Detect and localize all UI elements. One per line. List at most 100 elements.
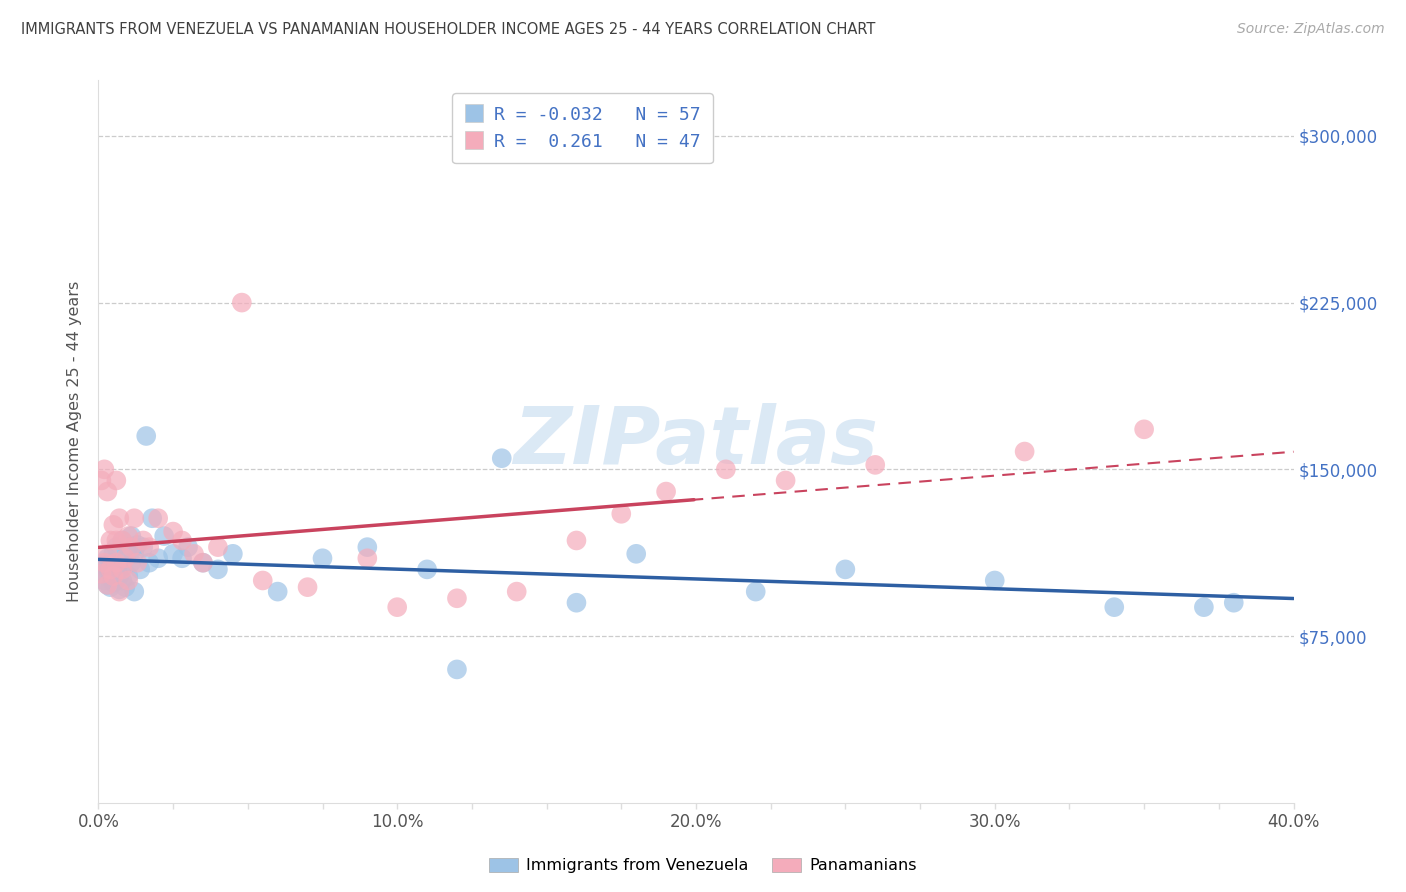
Point (120, 529, 142, 543)
Point (610, 507, 633, 521)
Point (111, 574, 134, 588)
Point (117, 540, 139, 554)
Point (96, 578, 118, 592)
Text: Source: ZipAtlas.com: Source: ZipAtlas.com (1237, 22, 1385, 37)
Legend: Immigrants from Venezuela, Panamanians: Immigrants from Venezuela, Panamanians (482, 851, 924, 880)
Point (93, 558, 115, 572)
Point (207, 562, 229, 576)
Point (231, 295, 253, 310)
Point (506, 584, 529, 599)
Point (565, 596, 588, 610)
Point (446, 591, 468, 606)
Point (117, 574, 139, 588)
Point (148, 551, 170, 566)
Y-axis label: Householder Income Ages 25 - 44 years: Householder Income Ages 25 - 44 years (67, 281, 83, 602)
Point (98, 565, 122, 579)
Point (108, 584, 131, 599)
Point (105, 474, 128, 488)
Point (626, 547, 648, 561)
Point (162, 547, 184, 561)
Point (120, 540, 142, 554)
Point (135, 429, 157, 443)
Point (93, 574, 115, 588)
Point (108, 511, 131, 525)
Point (191, 556, 214, 570)
Point (1104, 600, 1126, 615)
Point (222, 547, 245, 561)
Point (834, 562, 856, 576)
Point (117, 569, 139, 583)
Point (124, 511, 146, 525)
Point (138, 556, 160, 570)
Point (172, 551, 194, 566)
Point (865, 458, 887, 472)
Point (148, 511, 170, 525)
Point (108, 569, 131, 583)
Point (138, 540, 160, 554)
Point (90, 566, 112, 581)
Point (984, 574, 1007, 588)
Point (114, 551, 136, 566)
Point (105, 574, 128, 588)
Point (565, 533, 588, 548)
Point (385, 600, 409, 615)
Point (108, 556, 131, 570)
Point (117, 529, 139, 543)
Point (177, 540, 200, 554)
Point (252, 574, 274, 588)
Point (714, 462, 737, 476)
Point (775, 474, 797, 488)
Point (111, 533, 134, 548)
Point (108, 582, 131, 597)
Point (111, 562, 134, 576)
Point (655, 484, 678, 499)
Point (103, 575, 125, 590)
Point (96, 484, 118, 499)
Point (93, 462, 115, 476)
Text: ZIPatlas: ZIPatlas (513, 402, 879, 481)
Point (103, 517, 125, 532)
Point (172, 533, 194, 548)
Point (105, 540, 128, 554)
Point (98, 562, 122, 576)
Point (1223, 596, 1246, 610)
Point (162, 524, 184, 539)
Point (356, 551, 378, 566)
Point (111, 533, 134, 548)
Point (183, 547, 205, 561)
Point (111, 560, 134, 574)
Point (98, 556, 122, 570)
Point (1014, 444, 1036, 458)
Point (96, 547, 118, 561)
Point (207, 540, 229, 554)
Point (90, 566, 112, 581)
Point (105, 562, 128, 576)
Point (297, 580, 319, 594)
Point (124, 547, 146, 561)
Point (98, 533, 122, 548)
Point (446, 662, 468, 676)
Point (491, 451, 513, 466)
Point (93, 556, 115, 570)
Point (103, 569, 125, 583)
Point (105, 556, 128, 570)
Point (191, 556, 214, 570)
Point (127, 538, 149, 552)
Point (96, 562, 118, 576)
Point (356, 540, 378, 554)
Point (90, 474, 112, 488)
Point (745, 584, 768, 599)
Legend: R = -0.032   N = 57, R =  0.261   N = 47: R = -0.032 N = 57, R = 0.261 N = 47 (453, 93, 713, 163)
Point (132, 540, 155, 554)
Point (1192, 600, 1215, 615)
Point (96, 578, 118, 592)
Point (114, 580, 136, 594)
Point (114, 551, 136, 566)
Point (129, 562, 152, 576)
Point (132, 533, 155, 548)
Point (127, 556, 149, 570)
Point (96, 551, 118, 566)
Point (141, 511, 163, 525)
Point (267, 584, 290, 599)
Point (416, 562, 439, 576)
